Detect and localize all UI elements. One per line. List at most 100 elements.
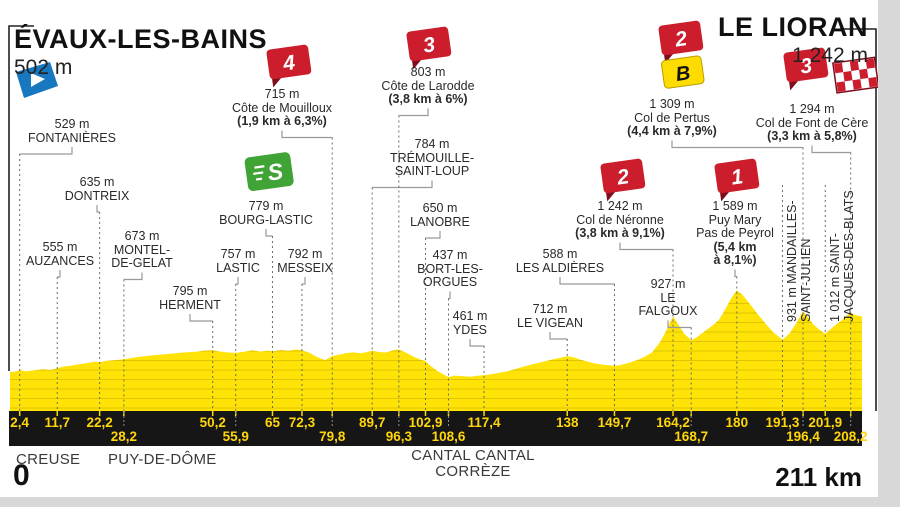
waypoint-label-line: à 8,1%) [713, 253, 757, 267]
start-bracket-line [8, 25, 34, 371]
km-axis-label: 201,9 [808, 415, 842, 430]
waypoint-label: 795 m HERMENT [159, 284, 221, 312]
svg-text:S: S [266, 158, 285, 186]
waypoint-label-line: 437 m [432, 248, 468, 262]
finish-elevation: 1 242 m [792, 44, 868, 67]
waypoint-label-line: Col de Pertus [634, 110, 710, 125]
finish-flag-icon [832, 56, 880, 94]
waypoint-label-line: 555 m [42, 240, 78, 254]
waypoint-label-line: (3,8 km à 6%) [388, 92, 468, 106]
waypoint-leader-line [398, 108, 429, 117]
waypoint-label-line: 673 m [124, 229, 160, 243]
km-axis-label: 55,9 [223, 429, 249, 444]
waypoint-label: 715 m Côte de Mouilloux (1,9 km à 6,3%) [232, 87, 332, 129]
elevation-area [10, 290, 862, 411]
waypoint-leader-line [619, 242, 673, 251]
waypoint-label-line: ORGUES [422, 275, 478, 289]
category-3-climb-icon: 3 [406, 26, 452, 70]
svg-text:3: 3 [422, 33, 437, 57]
km-axis-label: 102,9 [409, 415, 443, 430]
waypoint-label: 779 m BOURG-LASTIC [219, 199, 313, 227]
waypoint-label-line: JACQUES-DES-BLATS [842, 190, 857, 322]
svg-text:2: 2 [673, 27, 689, 52]
km-axis-label: 89,7 [359, 415, 385, 430]
svg-text:1: 1 [730, 165, 745, 189]
waypoint-label: 927 m LE FALGOUX [638, 277, 698, 319]
waypoint-label: 529 m FONTANIÈRES [28, 117, 116, 145]
waypoint-label: 757 m LASTIC [216, 247, 260, 275]
waypoint-label-line: SAINT-LOUP [394, 164, 470, 178]
svg-text:2: 2 [615, 165, 631, 190]
waypoint-label-line: LASTIC [216, 260, 260, 275]
waypoint-label-line: DE-GELAT [111, 256, 173, 270]
waypoint-label-line: TRÉMOUILLE- [389, 150, 475, 165]
km-axis-label: 196,4 [786, 429, 820, 444]
waypoint-label-line: Pas de Peyrol [696, 226, 774, 240]
waypoint-label-line: (4,4 km à 7,9%) [627, 124, 717, 138]
waypoint-leader-line [549, 332, 568, 340]
category-4-climb-icon: 4 [266, 44, 312, 88]
km-zero-label: 0 [13, 459, 30, 492]
start-town-name: ÉVAUX-LES-BAINS [14, 24, 268, 54]
page-edge-right [878, 0, 900, 507]
waypoint-label: 588 m LES ALDIÈRES [516, 247, 604, 275]
waypoint-label: 555 m AUZANCES [25, 240, 95, 268]
waypoint-label: 650 m LANOBRE [410, 201, 470, 229]
km-axis-label: 191,3 [766, 415, 800, 430]
waypoint-label-line: 635 m [79, 175, 115, 189]
waypoint-leader-line [425, 231, 441, 239]
km-axis-label: 22,2 [87, 415, 113, 430]
category-3-climb-icon: 3 [783, 47, 829, 91]
waypoint-label-line: 1 309 m [649, 97, 695, 111]
km-axis-label: 168,7 [674, 429, 708, 444]
km-axis-label: 208,2 [834, 429, 868, 444]
km-axis-label: 65 [265, 415, 281, 430]
waypoint-label-line: 715 m [264, 87, 300, 101]
km-axis-label: 79,8 [319, 429, 346, 444]
waypoint-label-line: FALGOUX [638, 304, 698, 318]
waypoint-leader-line [671, 140, 803, 149]
waypoint-leader-line [189, 314, 213, 322]
waypoint-label-line: (3,8 km à 9,1%) [575, 226, 665, 240]
waypoint-label-line: (5,4 km [713, 239, 757, 254]
km-axis-label: 138 [556, 415, 579, 430]
start-header: ÉVAUX-LES-BAINS 502 m [14, 24, 267, 80]
waypoint-label: 635 m DONTREIX [65, 175, 130, 203]
waypoint-label-line: (3,3 km à 5,8%) [767, 129, 857, 143]
waypoint-leader-line [57, 270, 61, 278]
waypoint-label-line: BORT-LES- [417, 261, 483, 276]
waypoint-label-line: 803 m [410, 65, 446, 79]
waypoint-label-line: Puy Mary [708, 212, 762, 227]
waypoint-label-line: 1 012 m SAINT- [828, 233, 843, 322]
km-axis-label: 11,7 [44, 415, 70, 430]
waypoint-label-line: 757 m [220, 247, 256, 261]
waypoint-label: 792 m MESSEIX [277, 247, 333, 275]
waypoint-label-line: YDES [452, 322, 488, 337]
waypoint-leader-line [469, 339, 485, 347]
waypoint-label-line: FONTANIÈRES [28, 130, 116, 145]
waypoint-label-line: Col de Font de Cère [755, 115, 869, 130]
waypoint-label-line: 529 m [54, 117, 90, 131]
waypoint-label: 931 m MANDAILLES- SAINT-JULIEN [785, 200, 813, 322]
waypoint-label-line: MONTEL- [113, 242, 171, 257]
waypoint-label: 437 m BORT-LES- ORGUES [417, 248, 483, 290]
waypoint-label: 1 309 m Col de Pertus (4,4 km à 7,9%) [627, 97, 717, 139]
svg-text:3: 3 [799, 54, 814, 78]
waypoint-label: 673 m MONTEL- DE-GELAT [111, 229, 173, 271]
km-axis-label: 180 [726, 415, 749, 430]
waypoint-leader-line [372, 180, 433, 189]
waypoint-leader-line [559, 277, 615, 285]
waypoint-label-line: 927 m [650, 277, 686, 291]
waypoint-label: 1 242 m Col de Néronne (3,8 km à 9,1%) [575, 199, 665, 241]
waypoint-label-line: Côte de Larodde [381, 78, 475, 93]
waypoint-label: 803 m Côte de Larodde (3,8 km à 6%) [381, 65, 475, 107]
waypoint-label-line: AUZANCES [25, 253, 95, 268]
waypoint-label-line: LE VIGEAN [517, 315, 583, 330]
finish-town-name: LE LIORAN [718, 12, 868, 42]
waypoint-label-line: 461 m [452, 309, 488, 323]
waypoint-leader-line [19, 147, 73, 155]
km-axis-label: 96,3 [386, 429, 413, 444]
waypoint-label-line: 1 294 m [789, 102, 835, 116]
waypoint-label-line: SAINT-JULIEN [799, 238, 814, 322]
km-axis-label: 164,2 [656, 415, 690, 430]
